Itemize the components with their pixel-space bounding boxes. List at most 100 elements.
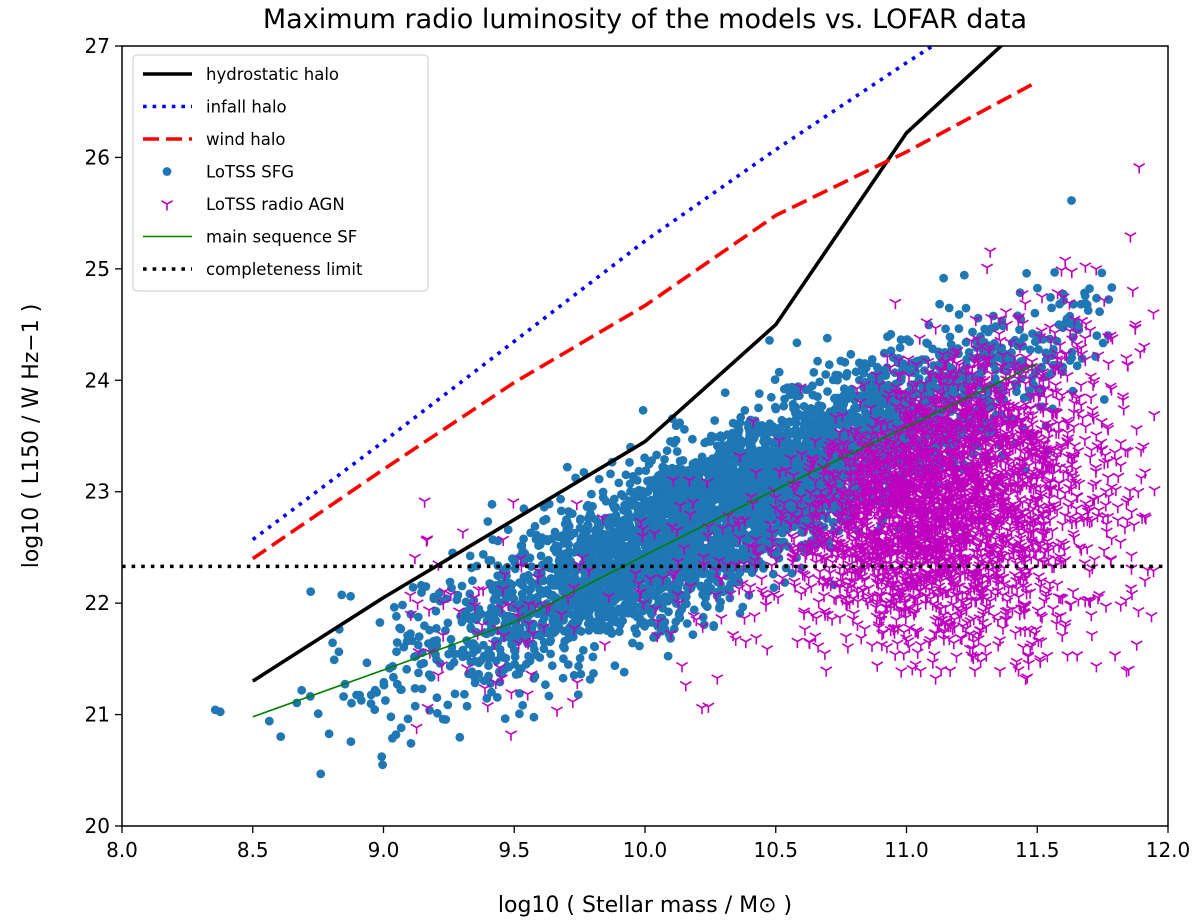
sfg-point — [584, 626, 594, 635]
sfg-point — [768, 477, 778, 487]
sfg-point — [658, 583, 667, 593]
sfg-point — [551, 541, 561, 550]
sfg-point — [446, 634, 456, 644]
sfg-point — [792, 338, 802, 348]
sfg-point — [1067, 353, 1077, 363]
sfg-point — [610, 661, 620, 671]
sfg-point — [362, 658, 372, 668]
sfg-point — [690, 513, 700, 522]
sfg-point — [297, 685, 307, 695]
sfg-point — [760, 429, 770, 439]
sfg-point — [413, 612, 423, 622]
sfg-point — [457, 617, 467, 627]
sfg-point — [392, 647, 401, 657]
agn-point — [1081, 544, 1094, 555]
sfg-point — [766, 392, 776, 402]
sfg-point — [515, 709, 524, 719]
sfg-point — [719, 531, 729, 540]
agn-point — [566, 697, 579, 709]
sfg-point — [482, 694, 492, 703]
sfg-point — [944, 303, 954, 313]
sfg-point — [346, 737, 356, 746]
sfg-point — [661, 553, 670, 563]
sfg-point — [567, 509, 577, 519]
sfg-point — [529, 712, 539, 722]
sfg-point — [639, 493, 648, 503]
sfg-point — [709, 545, 719, 555]
sfg-point — [556, 506, 566, 516]
sfg-point — [768, 422, 778, 431]
sfg-point — [264, 716, 274, 726]
chart-title: Maximum radio luminosity of the models v… — [263, 4, 1027, 35]
sfg-point — [544, 691, 554, 701]
sfg-point — [535, 540, 545, 550]
sfg-point — [695, 495, 705, 504]
agn-point — [507, 498, 520, 509]
sfg-point — [680, 599, 690, 609]
sfg-point — [462, 611, 472, 621]
sfg-point — [852, 404, 862, 413]
sfg-point — [433, 708, 442, 718]
sfg-point — [586, 509, 595, 519]
sfg-point — [688, 459, 698, 469]
sfg-point — [487, 621, 496, 631]
sfg-point — [836, 356, 846, 366]
sfg-point — [337, 590, 347, 600]
sfg-point — [396, 624, 406, 634]
sfg-point — [626, 583, 636, 592]
sfg-point — [1047, 303, 1056, 313]
sfg-point — [829, 419, 839, 429]
sfg-point — [324, 729, 334, 739]
sfg-point — [483, 517, 493, 526]
sfg-point — [549, 581, 559, 590]
sfg-point — [935, 299, 944, 309]
sfg-point — [896, 335, 906, 344]
sfg-point — [389, 672, 398, 682]
sfg-point — [607, 629, 617, 638]
sfg-point — [377, 752, 387, 762]
agn-point — [1132, 606, 1145, 618]
sfg-point — [650, 521, 659, 530]
sfg-point — [1030, 308, 1040, 318]
sfg-point — [443, 618, 453, 628]
sfg-point — [560, 549, 570, 559]
sfg-point — [346, 591, 355, 601]
sfg-point — [661, 502, 671, 512]
sfg-point — [432, 624, 441, 633]
sfg-point — [590, 642, 600, 652]
sfg-point — [596, 557, 605, 567]
sfg-point — [579, 468, 589, 477]
sfg-point — [347, 698, 356, 708]
sfg-point — [609, 527, 619, 537]
sfg-point — [805, 413, 814, 422]
sfg-point — [1072, 361, 1082, 371]
sfg-point — [1095, 307, 1104, 317]
sfg-point — [639, 500, 648, 509]
sfg-point — [712, 471, 722, 481]
sfg-point — [980, 324, 990, 334]
sfg-point — [863, 400, 872, 409]
sfg-point — [879, 348, 889, 358]
sfg-point — [491, 656, 501, 666]
sfg-point — [662, 446, 672, 456]
sfg-point — [587, 553, 596, 563]
sfg-point — [500, 714, 510, 723]
sfg-point — [510, 557, 519, 567]
sfg-point — [1028, 329, 1037, 338]
sfg-point — [396, 685, 406, 694]
sfg-point — [704, 469, 714, 479]
sfg-point — [785, 441, 795, 451]
sfg-point — [556, 600, 565, 610]
sfg-point — [715, 602, 725, 612]
agn-point — [895, 667, 908, 678]
sfg-point — [667, 594, 677, 604]
sfg-point — [737, 481, 746, 491]
sfg-point — [492, 606, 502, 616]
sfg-point — [519, 534, 528, 544]
sfg-point — [821, 428, 831, 438]
sfg-point — [313, 709, 323, 719]
sfg-point — [620, 500, 629, 510]
sfg-point — [770, 375, 780, 384]
sfg-point — [398, 600, 407, 610]
sfg-point — [462, 701, 472, 711]
